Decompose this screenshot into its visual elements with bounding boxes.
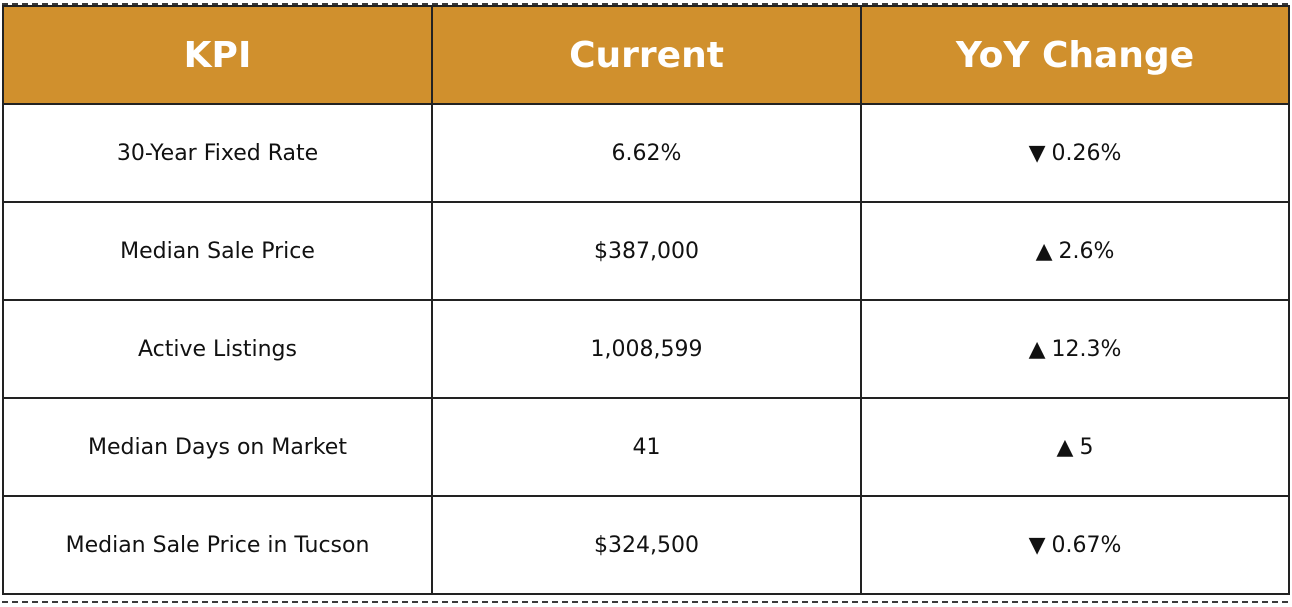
table-row: Median Days on Market 41 ▲ 5 bbox=[2, 397, 1290, 497]
yoy-change-cell: ▼ 0.26% bbox=[860, 103, 1290, 203]
table-row: 30-Year Fixed Rate 6.62% ▼ 0.26% bbox=[2, 103, 1290, 203]
change-value: 2.6% bbox=[1058, 238, 1115, 264]
down-arrow-icon: ▼ bbox=[1028, 140, 1046, 166]
table-row: Median Sale Price $387,000 ▲ 2.6% bbox=[2, 201, 1290, 301]
current-cell: 41 bbox=[431, 397, 862, 497]
header-current: Current bbox=[431, 5, 862, 105]
kpi-cell: Median Sale Price in Tucson bbox=[2, 495, 433, 595]
yoy-change-cell: ▲ 2.6% bbox=[860, 201, 1290, 301]
current-cell: $387,000 bbox=[431, 201, 862, 301]
kpi-cell: Median Sale Price bbox=[2, 201, 433, 301]
header-kpi: KPI bbox=[2, 5, 433, 105]
up-arrow-icon: ▲ bbox=[1056, 434, 1074, 460]
yoy-change-cell: ▲ 5 bbox=[860, 397, 1290, 497]
header-yoy-change: YoY Change bbox=[860, 5, 1290, 105]
header-row: KPI Current YoY Change bbox=[2, 5, 1290, 105]
up-arrow-icon: ▲ bbox=[1035, 238, 1053, 264]
current-cell: 1,008,599 bbox=[431, 299, 862, 399]
table-row: Median Sale Price in Tucson $324,500 ▼ 0.… bbox=[2, 495, 1290, 595]
kpi-table: KPI Current YoY Change 30-Year Fixed Rat… bbox=[2, 5, 1290, 595]
change-value: 12.3% bbox=[1051, 336, 1122, 362]
down-arrow-icon: ▼ bbox=[1028, 532, 1046, 558]
yoy-change-cell: ▲ 12.3% bbox=[860, 299, 1290, 399]
kpi-cell: 30-Year Fixed Rate bbox=[2, 103, 433, 203]
change-value: 0.67% bbox=[1051, 532, 1122, 558]
kpi-cell: Active Listings bbox=[2, 299, 433, 399]
kpi-cell: Median Days on Market bbox=[2, 397, 433, 497]
table-row: Active Listings 1,008,599 ▲ 12.3% bbox=[2, 299, 1290, 399]
current-cell: 6.62% bbox=[431, 103, 862, 203]
current-cell: $324,500 bbox=[431, 495, 862, 595]
change-value: 5 bbox=[1079, 434, 1094, 460]
change-value: 0.26% bbox=[1051, 140, 1122, 166]
yoy-change-cell: ▼ 0.67% bbox=[860, 495, 1290, 595]
page-frame bbox=[2, 3, 1288, 603]
up-arrow-icon: ▲ bbox=[1028, 336, 1046, 362]
